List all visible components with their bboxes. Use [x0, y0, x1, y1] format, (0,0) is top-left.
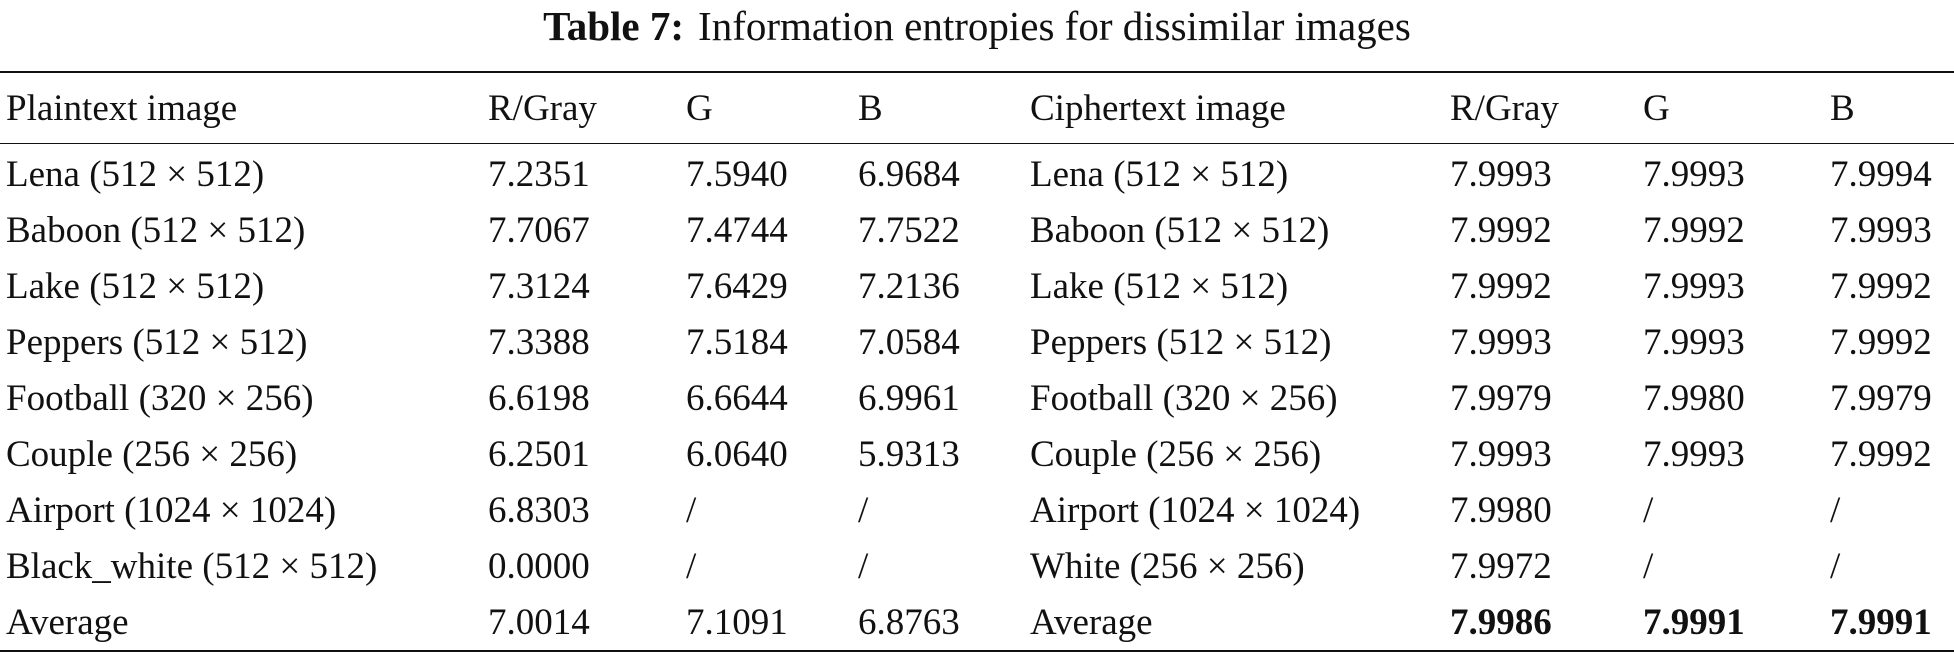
cell-plain-g: 7.5940 [686, 153, 788, 195]
cell-cipher-g: 7.9991 [1643, 601, 1745, 643]
header-cipher-g: G [1643, 87, 1670, 129]
cell-ciphertext-image: Airport (1024 × 1024) [1030, 489, 1361, 531]
cell-ciphertext-image: Couple (256 × 256) [1030, 433, 1322, 475]
cell-cipher-g: 7.9993 [1643, 433, 1745, 475]
cell-plain-g: 7.1091 [686, 601, 788, 643]
cell-cipher-r-gray: 7.9980 [1450, 489, 1552, 531]
caption-label: Table 7: [543, 3, 685, 49]
cell-plain-b: 6.9961 [858, 377, 960, 419]
cell-cipher-r-gray: 7.9979 [1450, 377, 1552, 419]
cell-cipher-r-gray: 7.9993 [1450, 321, 1552, 363]
cell-plaintext-image: Lake (512 × 512) [6, 265, 265, 307]
cell-plain-b: 5.9313 [858, 433, 960, 475]
cell-plain-r-gray: 7.2351 [488, 153, 590, 195]
header-plain-b: B [858, 87, 883, 129]
cell-cipher-g: / [1643, 489, 1654, 531]
cell-plain-r-gray: 0.0000 [488, 545, 590, 587]
cell-cipher-g: 7.9992 [1643, 209, 1745, 251]
cell-cipher-b: 7.9991 [1830, 601, 1932, 643]
header-cipher-r-gray: R/Gray [1450, 87, 1559, 129]
cell-cipher-r-gray: 7.9992 [1450, 209, 1552, 251]
table-row: Black_white (512 × 512) 0.0000 / / White (25… [0, 538, 1954, 594]
cell-plain-b: / [858, 489, 869, 531]
header-plain-g: G [686, 87, 713, 129]
table-header-row: Plaintext image R/Gray G B Ciphertext im… [0, 73, 1954, 144]
header-ciphertext-image: Ciphertext image [1030, 87, 1286, 129]
header-plain-r-gray: R/Gray [488, 87, 597, 129]
cell-cipher-g: 7.9980 [1643, 377, 1745, 419]
cell-cipher-b: / [1830, 545, 1841, 587]
cell-cipher-g: / [1643, 545, 1654, 587]
table-row: Football (320 × 256) 6.6198 6.6644 6.9961 Fo… [0, 370, 1954, 426]
cell-cipher-g: 7.9993 [1643, 153, 1745, 195]
cell-plain-r-gray: 7.3388 [488, 321, 590, 363]
cell-cipher-r-gray: 7.9972 [1450, 545, 1552, 587]
table-row: Baboon (512 × 512) 7.7067 7.4744 7.7522 Babo… [0, 202, 1954, 258]
cell-plain-b: 6.9684 [858, 153, 960, 195]
cell-cipher-r-gray: 7.9993 [1450, 153, 1552, 195]
header-plaintext-image: Plaintext image [6, 87, 238, 129]
cell-plain-r-gray: 7.3124 [488, 265, 590, 307]
cell-plain-g: 6.6644 [686, 377, 788, 419]
cell-plain-b: 6.8763 [858, 601, 960, 643]
cell-plain-b: 7.0584 [858, 321, 960, 363]
cell-plaintext-image: Airport (1024 × 1024) [6, 489, 337, 531]
cell-plaintext-image: Baboon (512 × 512) [6, 209, 306, 251]
cell-plaintext-image: Lena (512 × 512) [6, 153, 265, 195]
table-row: Airport (1024 × 1024) 6.8303 / / Airport (10… [0, 482, 1954, 538]
header-cipher-b: B [1830, 87, 1855, 129]
table-row: Lake (512 × 512) 7.3124 7.6429 7.2136 Lake (… [0, 258, 1954, 314]
cell-plain-b: / [858, 545, 869, 587]
cell-ciphertext-image: Baboon (512 × 512) [1030, 209, 1330, 251]
cell-cipher-b: / [1830, 489, 1841, 531]
table-row: Couple (256 × 256) 6.2501 6.0640 5.9313 Coup… [0, 426, 1954, 482]
cell-cipher-b: 7.9992 [1830, 265, 1932, 307]
cell-cipher-b: 7.9992 [1830, 433, 1932, 475]
cell-plain-r-gray: 6.8303 [488, 489, 590, 531]
cell-ciphertext-image: Lena (512 × 512) [1030, 153, 1289, 195]
entropy-table: Plaintext image R/Gray G B Ciphertext im… [0, 71, 1954, 652]
cell-plain-g: 6.0640 [686, 433, 788, 475]
cell-ciphertext-image: Average [1030, 601, 1153, 643]
cell-plain-r-gray: 6.2501 [488, 433, 590, 475]
cell-cipher-b: 7.9979 [1830, 377, 1932, 419]
cell-plaintext-image: Football (320 × 256) [6, 377, 314, 419]
cell-plain-g: 7.5184 [686, 321, 788, 363]
cell-plain-b: 7.2136 [858, 265, 960, 307]
cell-ciphertext-image: White (256 × 256) [1030, 545, 1305, 587]
cell-plain-g: 7.6429 [686, 265, 788, 307]
cell-plaintext-image: Black_white (512 × 512) [6, 545, 378, 587]
cell-cipher-r-gray: 7.9992 [1450, 265, 1552, 307]
cell-plain-g: 7.4744 [686, 209, 788, 251]
cell-plain-g: / [686, 545, 697, 587]
table-caption: Table 7: Information entropies for dissim… [0, 0, 1954, 56]
cell-ciphertext-image: Peppers (512 × 512) [1030, 321, 1332, 363]
caption-title: Information entropies for dissimilar ima… [698, 3, 1411, 49]
cell-plain-r-gray: 7.7067 [488, 209, 590, 251]
cell-plain-r-gray: 7.0014 [488, 601, 590, 643]
table-body: Lena (512 × 512) 7.2351 7.5940 6.9684 Lena (… [0, 146, 1954, 650]
cell-cipher-g: 7.9993 [1643, 265, 1745, 307]
cell-cipher-b: 7.9994 [1830, 153, 1932, 195]
cell-plain-b: 7.7522 [858, 209, 960, 251]
cell-cipher-r-gray: 7.9993 [1450, 433, 1552, 475]
table-row: Peppers (512 × 512) 7.3388 7.5184 7.0584 Pep… [0, 314, 1954, 370]
cell-plain-r-gray: 6.6198 [488, 377, 590, 419]
cell-plaintext-image: Couple (256 × 256) [6, 433, 298, 475]
table-row: Average 7.0014 7.1091 6.8763 Average 7.9986 7.… [0, 594, 1954, 650]
cell-cipher-b: 7.9993 [1830, 209, 1932, 251]
cell-plaintext-image: Average [6, 601, 129, 643]
cell-ciphertext-image: Lake (512 × 512) [1030, 265, 1289, 307]
cell-cipher-b: 7.9992 [1830, 321, 1932, 363]
cell-cipher-r-gray: 7.9986 [1450, 601, 1552, 643]
cell-plain-g: / [686, 489, 697, 531]
cell-plaintext-image: Peppers (512 × 512) [6, 321, 308, 363]
cell-ciphertext-image: Football (320 × 256) [1030, 377, 1338, 419]
cell-cipher-g: 7.9993 [1643, 321, 1745, 363]
table-row: Lena (512 × 512) 7.2351 7.5940 6.9684 Lena (… [0, 146, 1954, 202]
